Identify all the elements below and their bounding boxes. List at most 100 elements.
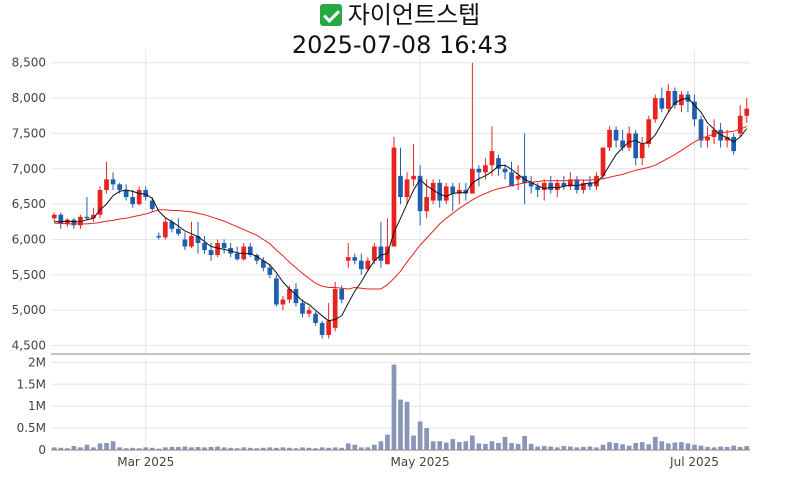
volume-bar (417, 421, 423, 450)
x-tick-label: Jul 2025 (669, 455, 719, 469)
price-tick-label: 8,000 (12, 91, 46, 105)
candle-body (483, 165, 488, 173)
volume-tick-label: 1M (28, 399, 46, 413)
volume-bar (313, 448, 318, 450)
volume-bar (404, 401, 410, 450)
candle-body (652, 98, 658, 120)
candle-body (554, 182, 560, 190)
volume-bar (274, 447, 279, 450)
volume-bar (541, 446, 547, 450)
volume-bar (496, 442, 501, 450)
volume-bar (450, 439, 456, 450)
candle-body (620, 140, 625, 148)
volume-bar (280, 447, 286, 450)
candle-body (202, 243, 207, 251)
candle-body (443, 186, 449, 201)
volume-bar (554, 447, 560, 450)
candle-body (169, 221, 175, 229)
candle-body (633, 133, 639, 159)
candle-body (221, 243, 227, 248)
candle-body (587, 182, 593, 187)
volume-bar (156, 448, 162, 450)
volume-bar (731, 445, 737, 450)
candle-body (51, 214, 57, 219)
volume-bar (358, 447, 364, 450)
candle-body (143, 189, 149, 198)
volume-bar (385, 434, 390, 450)
volume-bar (195, 446, 201, 450)
volume-bar (476, 443, 482, 450)
candle-body (411, 175, 416, 180)
x-tick-label: May 2025 (391, 455, 450, 469)
candle-body (731, 136, 737, 152)
volume-bar (208, 446, 214, 450)
volume-bar (443, 442, 449, 450)
volume-bar (104, 442, 109, 450)
volume-tick-label: 0 (38, 443, 46, 457)
candle-body (476, 168, 482, 173)
price-tick-label: 7,000 (12, 162, 46, 176)
volume-bar (391, 364, 397, 450)
candle-body (626, 133, 632, 148)
candle-body (254, 255, 260, 261)
price-gridlines (51, 50, 750, 354)
candle-body (502, 168, 508, 173)
volume-bar (705, 446, 710, 450)
volume-bar (633, 442, 639, 450)
candle-body (581, 182, 586, 190)
volume-bar (182, 446, 188, 450)
volume-bar (136, 448, 142, 450)
volume-bar (522, 435, 527, 450)
candle-body (189, 235, 194, 247)
candle-body (280, 299, 286, 305)
candle-body (267, 267, 273, 275)
volume-bar (567, 446, 573, 450)
volume-bar (470, 435, 475, 450)
volume-bar (456, 442, 462, 450)
candle-body (58, 214, 64, 224)
volume-bar (430, 441, 436, 450)
volume-bar (130, 447, 136, 450)
price-tick-label: 5,500 (12, 268, 46, 282)
volume-bar (665, 443, 671, 450)
volume-bar (652, 436, 658, 450)
candle-body (594, 175, 599, 187)
volume-bar (718, 446, 723, 450)
candle-body (117, 184, 122, 190)
axis-labels: 4,500 5,000 5,500 6,000 6,500 7,000 7,500 8,000… (12, 56, 719, 469)
volume-bar (202, 447, 207, 450)
volume-tick-label: 0.5M (17, 421, 46, 435)
volume-bar (561, 446, 567, 450)
volume-bar (711, 447, 717, 450)
volume-bar (528, 443, 534, 450)
candle-body (378, 246, 384, 261)
candle-body (97, 189, 103, 215)
candle-body (71, 219, 77, 226)
volume-bar (594, 447, 599, 450)
ma20-line (54, 125, 747, 290)
candle-body (424, 197, 429, 212)
volume-bar (260, 447, 266, 450)
moving-average-lines (54, 97, 748, 322)
chart-title: 자이언트스텝 2025-07-08 16:43 (0, 0, 800, 60)
volume-bar (84, 444, 90, 450)
title-datetime: 2025-07-08 16:43 (291, 31, 509, 59)
candle-body (541, 182, 547, 190)
candle-body (241, 246, 247, 260)
volume-bar (345, 443, 351, 450)
volume-bar (600, 444, 606, 450)
volume-bars (51, 364, 750, 450)
candle-body (561, 182, 567, 187)
candle-body (123, 189, 129, 198)
volume-bar (176, 446, 181, 450)
volume-bar (613, 442, 619, 450)
title-name-line: 자이언트스텝 (0, 0, 800, 30)
volume-bar (228, 447, 234, 450)
volume-bar (685, 443, 691, 450)
volume-bar (149, 447, 155, 450)
candle-body (339, 288, 345, 300)
volume-bar (71, 446, 77, 450)
volume-bar (221, 447, 227, 450)
volume-bar (339, 447, 345, 450)
candle-body (456, 189, 462, 194)
